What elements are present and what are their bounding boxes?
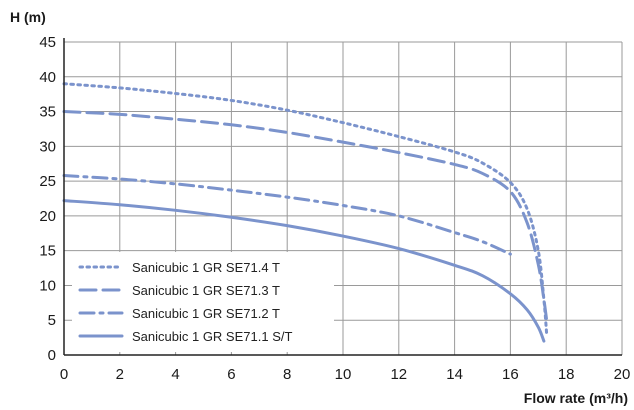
x-tick-label: 6	[227, 366, 235, 383]
series-line-2	[62, 110, 549, 322]
x-tick-label: 18	[558, 366, 575, 383]
y-tick-label: 40	[39, 69, 56, 86]
y-tick-label: 0	[48, 347, 56, 364]
y-tick-label: 30	[39, 138, 56, 155]
x-axis-title: Flow rate (m³/h)	[524, 390, 628, 406]
y-tick-label: 20	[39, 208, 56, 225]
tick-labels: 0 2 4 6 8 10 12 14 16 18 20 0 5 10 15 20 25 30 35 40 45	[39, 34, 630, 383]
legend: Sanicubic 1 GR SE71.4 T Sanicubic 1 GR SE…	[72, 252, 334, 352]
legend-label-1: Sanicubic 1 GR SE71.4 T	[132, 260, 280, 275]
y-axis-title: H (m)	[10, 9, 46, 25]
x-tick-label: 16	[502, 366, 519, 383]
y-tick-label: 10	[39, 277, 56, 294]
series-line-4	[62, 199, 546, 343]
x-tick-label: 20	[614, 366, 631, 383]
x-tick-label: 4	[171, 366, 179, 383]
legend-label-2: Sanicubic 1 GR SE71.3 T	[132, 283, 280, 298]
y-tick-label: 5	[48, 312, 56, 329]
y-tick-label: 45	[39, 34, 56, 51]
x-tick-label: 10	[335, 366, 352, 383]
series-line-3	[62, 174, 512, 256]
x-tick-label: 2	[116, 366, 124, 383]
y-tick-label: 35	[39, 104, 56, 121]
curves	[62, 82, 549, 343]
x-tick-label: 14	[446, 366, 463, 383]
y-tick-label: 25	[39, 173, 56, 190]
axes	[63, 38, 622, 356]
legend-label-3: Sanicubic 1 GR SE71.2 T	[132, 306, 280, 321]
x-tick-label: 12	[390, 366, 407, 383]
x-tick-label: 8	[283, 366, 291, 383]
x-tick-label: 0	[60, 366, 68, 383]
y-tick-label: 15	[39, 243, 56, 260]
legend-label-4: Sanicubic 1 GR SE71.1 S/T	[132, 329, 292, 344]
series-line-1	[62, 82, 549, 336]
